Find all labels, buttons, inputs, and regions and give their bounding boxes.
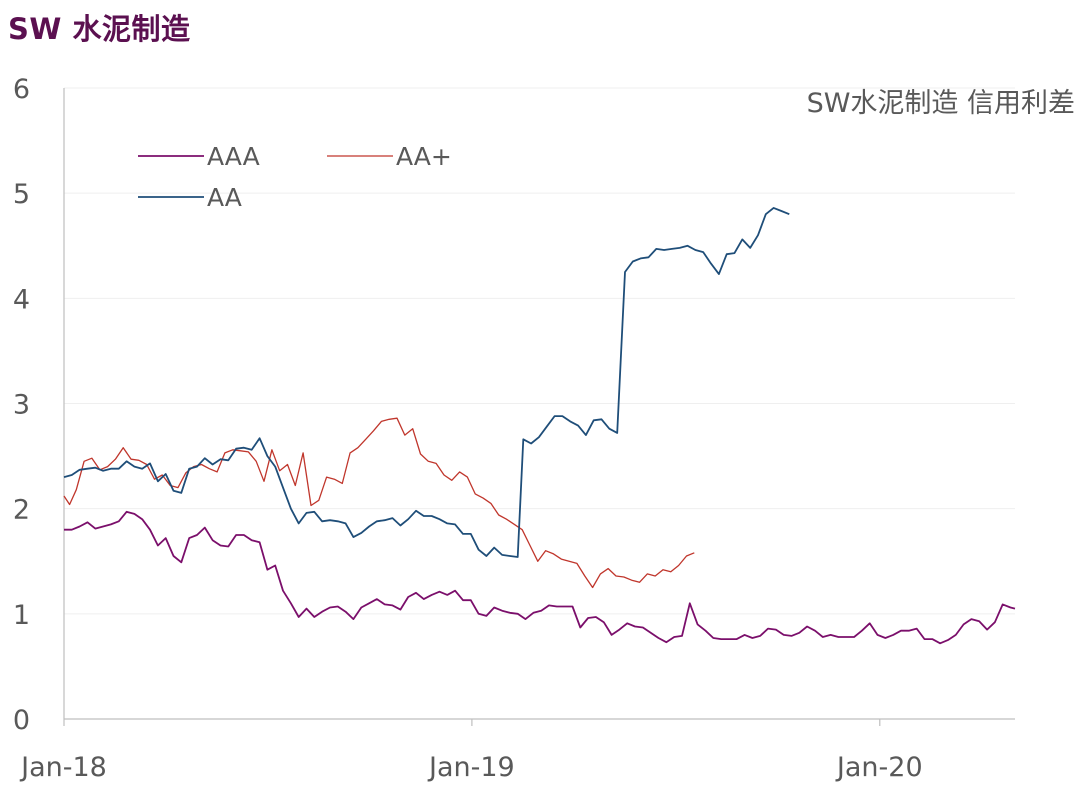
legend-label: AA+	[396, 142, 452, 171]
x-tick-label: Jan-20	[835, 752, 923, 783]
y-tick-label: 0	[13, 705, 30, 736]
series-line-aaa	[64, 510, 1016, 645]
y-tick-label: 4	[13, 284, 30, 315]
chart-title: SW水泥制造 信用利差	[807, 88, 1075, 119]
y-tick-label: 2	[13, 495, 30, 526]
y-tick-label: 5	[13, 179, 30, 210]
x-tick-label: Jan-19	[427, 752, 515, 783]
gridlines	[64, 87, 1015, 615]
page-title: SW 水泥制造	[8, 12, 191, 46]
series-lines	[63, 206, 1016, 645]
y-tick-label: 6	[13, 74, 30, 105]
x-tick-label: Jan-18	[19, 752, 107, 783]
series-line-aa	[63, 206, 790, 558]
y-tick-label: 1	[13, 600, 30, 631]
legend-label: AAA	[207, 142, 260, 171]
legend: AAA AA+ AA	[138, 142, 452, 212]
series-line-aa-plus	[63, 417, 695, 589]
axes: 0 1 2 3 4 5 6 Jan-18 Jan-19 Jan-20	[13, 74, 1015, 783]
legend-label: AA	[207, 183, 242, 212]
y-tick-label: 3	[13, 390, 30, 421]
